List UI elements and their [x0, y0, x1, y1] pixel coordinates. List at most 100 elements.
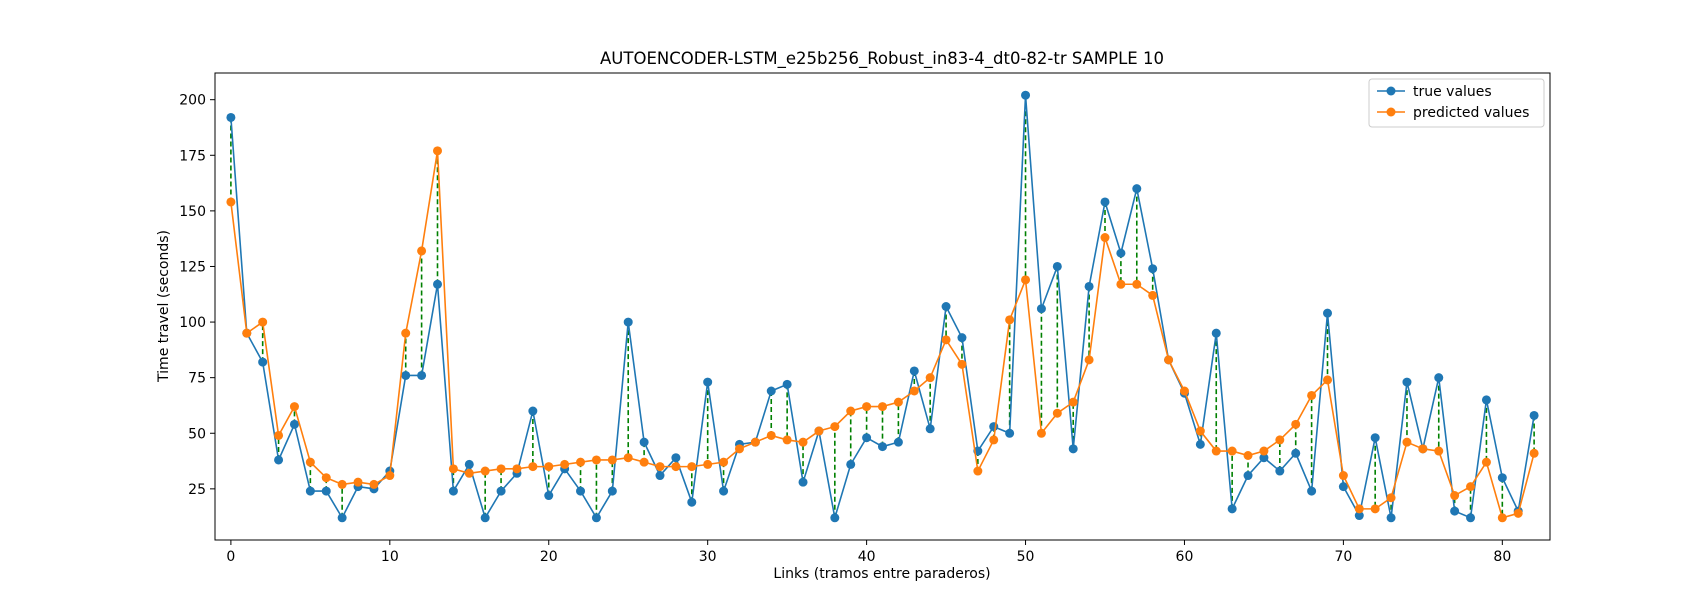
data-point-predicted-values — [1370, 504, 1380, 514]
y-tick-label: 125 — [179, 259, 206, 275]
data-point-predicted-values — [369, 479, 379, 489]
data-point-true-values — [893, 437, 903, 447]
data-point-predicted-values — [544, 462, 554, 472]
data-point-predicted-values — [973, 466, 983, 476]
data-point-predicted-values — [655, 462, 665, 472]
data-point-predicted-values — [941, 335, 951, 345]
data-point-true-values — [655, 471, 665, 481]
data-point-true-values — [1323, 308, 1332, 318]
data-point-predicted-values — [385, 471, 395, 481]
data-point-true-values — [1005, 428, 1015, 438]
data-point-true-values — [862, 433, 872, 443]
data-point-predicted-values — [1513, 508, 1523, 518]
data-point-true-values — [1307, 486, 1317, 496]
data-point-predicted-values — [766, 430, 776, 440]
data-point-predicted-values — [957, 359, 967, 369]
data-point-true-values — [719, 486, 729, 496]
data-point-true-values — [703, 377, 713, 387]
legend: true values predicted values — [1368, 78, 1545, 128]
data-point-predicted-values — [846, 406, 856, 416]
x-tick-label: 60 — [1176, 549, 1194, 565]
y-tick-label: 75 — [188, 371, 206, 387]
data-point-true-values — [258, 357, 268, 367]
data-point-true-values — [766, 386, 776, 396]
data-point-true-values — [1036, 304, 1046, 314]
data-point-predicted-values — [591, 455, 601, 465]
data-point-predicted-values — [337, 479, 347, 489]
data-point-predicted-values — [1529, 448, 1539, 458]
data-point-predicted-values — [464, 468, 474, 478]
x-tick-label: 10 — [381, 549, 399, 565]
data-point-predicted-values — [1227, 446, 1237, 456]
data-point-predicted-values — [989, 435, 999, 445]
legend-box — [1368, 78, 1545, 128]
data-point-true-values — [576, 486, 586, 496]
data-point-true-values — [1481, 395, 1491, 405]
data-point-true-values — [1227, 504, 1237, 514]
data-point-predicted-values — [925, 373, 935, 383]
data-point-true-values — [607, 486, 617, 496]
data-point-predicted-values — [623, 453, 633, 463]
data-point-true-values — [989, 422, 999, 432]
data-point-true-values — [1100, 197, 1110, 207]
data-point-true-values — [1370, 433, 1380, 443]
data-point-true-values — [1386, 513, 1396, 523]
data-point-predicted-values — [1052, 408, 1062, 418]
data-point-predicted-values — [512, 464, 522, 474]
data-point-true-values — [1354, 511, 1364, 521]
x-tick-label: 80 — [1493, 549, 1511, 565]
data-point-predicted-values — [528, 462, 538, 472]
data-point-predicted-values — [417, 246, 427, 256]
legend-label-true-values: true values — [1413, 84, 1492, 100]
data-point-predicted-values — [1068, 397, 1078, 407]
axes-frame — [214, 72, 1551, 541]
data-point-predicted-values — [480, 466, 490, 476]
data-point-predicted-values — [893, 397, 903, 407]
data-point-predicted-values — [1402, 437, 1412, 447]
x-tick-label: 0 — [226, 549, 235, 565]
data-point-true-values — [957, 333, 967, 343]
data-point-predicted-values — [1195, 426, 1205, 436]
data-point-predicted-values — [734, 444, 744, 454]
data-point-true-values — [496, 486, 506, 496]
data-point-predicted-values — [1132, 279, 1142, 289]
data-point-predicted-values — [305, 457, 315, 467]
data-point-true-values — [289, 419, 299, 429]
data-point-true-values — [417, 370, 427, 380]
data-point-predicted-values — [433, 146, 442, 156]
data-point-predicted-values — [1084, 355, 1094, 365]
data-point-predicted-values — [798, 437, 808, 447]
data-point-predicted-values — [639, 457, 649, 467]
data-point-predicted-values — [1434, 446, 1444, 456]
data-point-predicted-values — [1291, 419, 1301, 429]
x-tick-label: 50 — [1017, 549, 1035, 565]
legend-dot-true-values — [1386, 86, 1396, 96]
data-point-true-values — [1529, 410, 1539, 420]
legend-label-predicted-values: predicted values — [1413, 105, 1529, 121]
data-point-true-values — [464, 459, 474, 469]
plot-area — [226, 90, 1539, 523]
data-point-predicted-values — [496, 464, 506, 474]
data-point-true-values — [480, 513, 490, 523]
data-point-true-values — [591, 513, 601, 523]
data-point-true-values — [274, 455, 284, 465]
data-point-predicted-values — [1021, 275, 1031, 285]
x-tick-label: 70 — [1334, 549, 1352, 565]
data-point-true-values — [1084, 281, 1094, 291]
data-point-true-values — [671, 453, 681, 463]
legend-dot-predicted-values — [1386, 107, 1396, 117]
data-point-true-values — [1116, 248, 1126, 258]
data-point-true-values — [1021, 90, 1031, 100]
data-point-predicted-values — [1323, 375, 1332, 385]
data-point-predicted-values — [671, 462, 681, 472]
data-point-true-values — [321, 486, 331, 496]
data-point-predicted-values — [1164, 355, 1174, 365]
data-point-true-values — [1338, 482, 1348, 492]
data-point-true-values — [1291, 448, 1301, 458]
y-tick-label: 150 — [179, 204, 206, 220]
data-point-predicted-values — [703, 459, 713, 469]
data-point-predicted-values — [242, 328, 252, 338]
data-point-true-values — [1211, 328, 1221, 338]
data-point-predicted-values — [1338, 471, 1348, 481]
